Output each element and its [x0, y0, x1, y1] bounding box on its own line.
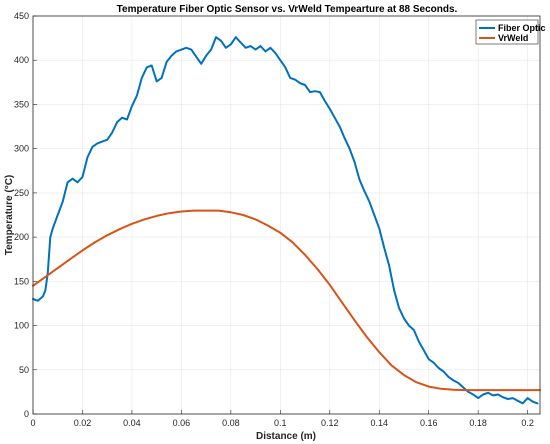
- x-axis-title: Distance (m): [256, 431, 316, 442]
- y-tick-label: 250: [14, 188, 29, 198]
- y-tick-label: 0: [24, 409, 29, 419]
- y-tick-label: 450: [14, 11, 29, 21]
- series-layer: [32, 36, 541, 405]
- x-tick-label: 0.04: [123, 418, 141, 428]
- legend: Fiber Optic VrWeld: [475, 19, 546, 45]
- chart-title: Temperature Fiber Optic Sensor vs. VrWel…: [117, 4, 458, 15]
- y-tick-label: 300: [14, 144, 29, 154]
- legend-label-vrweld: VrWeld: [498, 33, 528, 43]
- y-tick-label: 200: [14, 232, 29, 242]
- y-axis-title: Temperature (°C): [4, 175, 15, 256]
- x-tick-label: 0.1: [274, 418, 287, 428]
- y-tick-label: 100: [14, 321, 29, 331]
- x-tick-label: 0.18: [469, 418, 487, 428]
- x-tick-label: 0: [30, 418, 35, 428]
- series-line-vrweld: [32, 209, 541, 392]
- y-tick-label: 150: [14, 276, 29, 286]
- legend-box: [475, 19, 539, 45]
- x-tick-label: 0.02: [74, 418, 92, 428]
- x-tick-label: 0.14: [370, 418, 388, 428]
- y-axis-ticks: 0 50 100 150 200 250 300 350 400 450: [14, 11, 37, 419]
- grid-lines: [32, 15, 540, 415]
- x-axis-ticks: 0 0.02 0.04 0.06 0.08 0.1 0.12 0.14 0.16 0.18 0.2: [30, 410, 534, 428]
- x-tick-label: 0.12: [321, 418, 339, 428]
- legend-label-fiber-optic: Fiber Optic: [498, 23, 546, 33]
- y-tick-label: 350: [14, 99, 29, 109]
- x-tick-label: 0.2: [521, 418, 534, 428]
- y-tick-label: 50: [19, 365, 29, 375]
- x-tick-label: 0.08: [222, 418, 240, 428]
- y-tick-label: 400: [14, 55, 29, 65]
- plot-frame: [32, 15, 541, 415]
- series-line-fiber-optic: [32, 36, 539, 405]
- x-tick-label: 0.16: [420, 418, 438, 428]
- x-tick-label: 0.06: [173, 418, 191, 428]
